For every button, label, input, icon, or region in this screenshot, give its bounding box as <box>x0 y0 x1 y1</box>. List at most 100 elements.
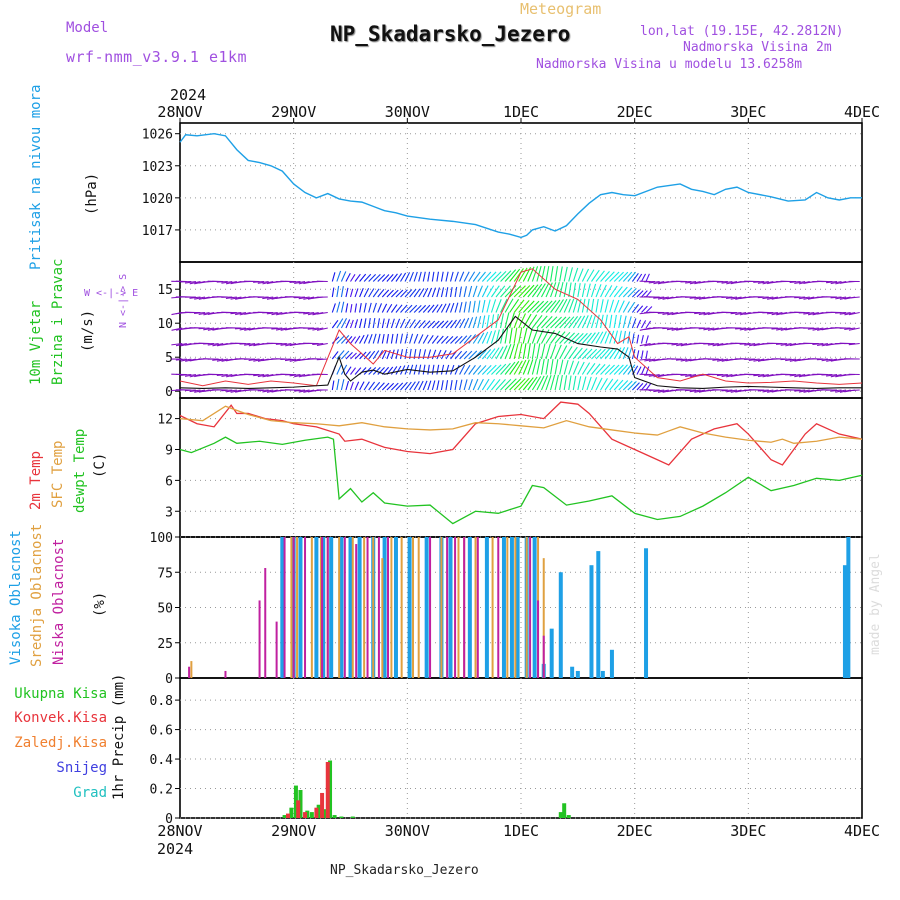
wind-arrow <box>636 366 642 375</box>
wind-arrow <box>331 380 335 391</box>
wind-arrow <box>622 301 630 313</box>
wind-arrow <box>404 289 413 298</box>
wind-arrow <box>762 280 774 285</box>
wind-arrow <box>359 287 364 298</box>
wind-arrow <box>739 327 751 331</box>
wind-arrow <box>175 342 187 347</box>
y-tick-label: 12 <box>157 413 173 428</box>
wind-arrow <box>671 342 683 346</box>
wind-arrow <box>816 358 828 361</box>
wind-arrow <box>666 327 678 331</box>
wind-arrow <box>440 380 444 391</box>
wind-arrow <box>354 273 361 282</box>
wind-arrow <box>427 271 431 282</box>
wind-arrow <box>431 320 440 329</box>
wind-arrow <box>359 334 365 344</box>
wind-arrow <box>253 373 265 377</box>
wind-arrow <box>377 366 385 375</box>
wind-arrow <box>545 358 550 375</box>
wind-arrow <box>491 271 502 282</box>
wind-arrow <box>641 290 648 298</box>
wind-arrow <box>285 342 297 347</box>
wind-arrow <box>627 364 636 375</box>
cloud-bar-2 <box>497 537 500 678</box>
wind-arrow <box>622 315 627 329</box>
wind-arrow <box>377 288 385 298</box>
precip-bar-1 <box>303 812 308 818</box>
cloud-bar-0 <box>846 537 851 678</box>
wind-arrow <box>703 327 715 331</box>
wind-arrow <box>363 318 367 329</box>
wind-arrow <box>436 335 444 344</box>
wind-arrow <box>540 343 546 360</box>
wind-arrow <box>527 359 534 375</box>
wind-arrow <box>271 327 283 330</box>
wind-arrow <box>404 333 409 344</box>
wind-arrow <box>726 389 738 393</box>
wind-arrow <box>372 288 380 298</box>
wind-arrow <box>253 280 265 283</box>
wind-arrow <box>289 358 301 362</box>
wind-arrow <box>830 389 842 392</box>
wind-arrow <box>294 373 306 378</box>
wind-arrow <box>518 313 526 329</box>
wind-arrow <box>363 351 371 360</box>
model-name: wrf-nmm_v3.9.1 e1km <box>66 48 248 66</box>
cloud-bar-2 <box>258 600 261 678</box>
cloud-bar-0 <box>382 537 387 678</box>
wind-arrow <box>641 320 647 329</box>
wind-arrow <box>522 284 535 298</box>
wind-arrow <box>839 311 851 315</box>
wind-arrow <box>262 389 274 393</box>
wind-arrow <box>527 314 538 329</box>
wind-arrow <box>262 280 274 285</box>
wind-arrow <box>798 389 810 393</box>
wind-arrow <box>340 271 347 282</box>
wind-arrow <box>821 358 833 362</box>
wind-arrow <box>513 360 523 375</box>
wind-arrow <box>545 265 550 282</box>
wind-arrow <box>559 298 568 313</box>
temp-series-line-2 <box>179 436 863 525</box>
y-tick-label: 0.4 <box>150 753 174 768</box>
wind-arrow <box>490 347 500 360</box>
wind-arrow <box>477 300 481 313</box>
cloud-bar-2 <box>355 544 358 678</box>
wind-arrow <box>345 303 349 313</box>
wind-arrow <box>545 282 553 298</box>
cloud-bar-2 <box>537 600 540 678</box>
wind-arrow <box>641 305 648 313</box>
wind-arrow <box>399 333 403 344</box>
wind-arrow <box>586 332 596 344</box>
wind-arrow <box>839 296 851 300</box>
wind-arrow <box>234 327 246 330</box>
wind-arrow <box>368 333 373 344</box>
wind-arrow <box>540 282 550 298</box>
wind-arrow <box>436 349 442 360</box>
wind-arrow <box>225 373 237 378</box>
wind-arrow <box>431 380 436 391</box>
wind-arrow <box>600 378 608 391</box>
wind-arrow <box>581 332 592 344</box>
wind-arrow <box>212 358 224 361</box>
wind-arrow <box>477 378 484 391</box>
wind-arrow <box>386 273 394 282</box>
wind-arrow <box>689 389 701 393</box>
wind-arrow <box>554 359 559 375</box>
wind-arrow <box>400 304 408 313</box>
wind-arrow <box>771 327 783 330</box>
wind-arrow <box>298 389 310 393</box>
wind-arrow <box>391 289 399 298</box>
wind-arrow <box>609 330 615 344</box>
wind-arrow <box>536 358 541 375</box>
wind-arrow <box>454 364 460 375</box>
wind-arrow <box>513 327 518 344</box>
wind-arrow <box>730 311 742 315</box>
wind-arrow <box>590 314 597 329</box>
wind-arrow <box>627 287 637 298</box>
wind-arrow <box>554 316 567 329</box>
wind-arrow <box>604 364 615 375</box>
wind-arrow <box>798 280 810 285</box>
wind-arrow <box>336 270 342 282</box>
